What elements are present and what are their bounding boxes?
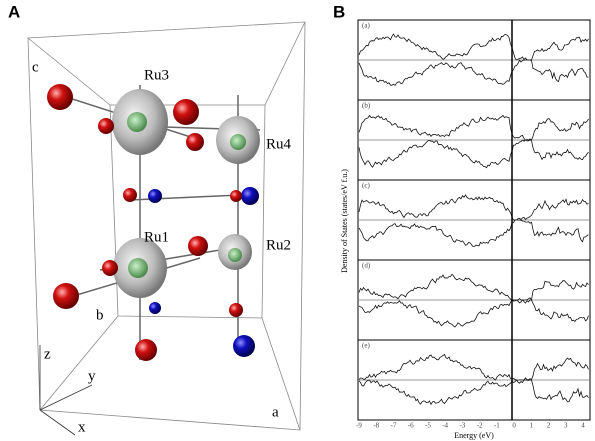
dos-curve [358, 353, 589, 381]
ru-atom [228, 248, 242, 262]
axis-label: c [32, 59, 39, 75]
x-tick-label: 0 [512, 422, 516, 430]
x-tick-label: -6 [408, 422, 414, 430]
dos-curve [358, 33, 589, 61]
o-atom [47, 84, 73, 110]
atom-label: Ru4 [266, 136, 292, 152]
x-tick-label: 3 [564, 422, 568, 430]
dos-curve [358, 379, 589, 406]
o-atom [186, 133, 204, 151]
o-atom [135, 339, 157, 361]
dos-curve [358, 59, 589, 87]
o-atom [188, 236, 208, 256]
frame-label: y [88, 368, 96, 384]
panel-tag: (b) [362, 102, 371, 110]
o-atom [98, 118, 114, 134]
n-atom [149, 302, 161, 314]
ru-atom [230, 134, 246, 150]
x-tick-label: -8 [373, 422, 379, 430]
panel-tag: (d) [362, 262, 371, 270]
x-tick-label: -5 [425, 422, 431, 430]
dos-curve [358, 299, 589, 328]
panel-tag: (e) [362, 342, 370, 350]
dos-curve [358, 194, 589, 221]
dos-curve [358, 114, 589, 141]
x-axis-label: Energy (eV) [454, 431, 494, 440]
x-tick-label: -2 [477, 422, 483, 430]
x-tick-label: -7 [391, 422, 397, 430]
ru-atom [127, 112, 147, 132]
panel-label: B [333, 2, 345, 21]
o-atom [173, 99, 199, 125]
x-tick-label: -1 [494, 422, 500, 430]
o-atom [229, 303, 243, 317]
o-atom [53, 283, 79, 309]
frame-label: x [78, 419, 86, 435]
ru-atom [128, 258, 148, 278]
frame-axes [39, 345, 93, 436]
dos-curve [358, 273, 589, 302]
panel-tag: (c) [362, 182, 370, 190]
atom-label: Ru2 [266, 237, 291, 253]
n-atom [233, 335, 255, 357]
cell-inner [109, 104, 266, 319]
x-tick-label: -9 [356, 422, 362, 430]
x-tick-label: 2 [547, 422, 551, 430]
o-atom [102, 260, 118, 276]
atom-label: Ru1 [144, 229, 169, 245]
dos-curve [358, 139, 589, 169]
axis-label: b [96, 307, 104, 323]
x-tick-label: -4 [442, 422, 448, 430]
cell-edges [27, 21, 306, 431]
dos-panels: (a) (b) (c) (d) (e) -9 -8 -7 -6 -5 -4 -3 -2 -1 0 1 2 3 4 [356, 19, 591, 430]
dos-curve [358, 219, 589, 248]
frame-label: z [44, 346, 51, 362]
o-atom [230, 190, 242, 202]
x-tick-label: -3 [459, 422, 465, 430]
o-atom [123, 188, 137, 202]
panel-label: A [8, 2, 20, 21]
atom-label: Ru3 [144, 67, 169, 83]
panel-tag: (a) [362, 22, 370, 30]
n-atom [241, 187, 259, 205]
atoms [47, 84, 260, 361]
axis-label: a [272, 404, 279, 420]
x-tick-label: 1 [530, 422, 534, 430]
y-axis-label: Density of States (states/eV f.u.) [340, 169, 349, 273]
x-tick-label: 4 [581, 422, 585, 430]
n-atom [148, 189, 162, 203]
